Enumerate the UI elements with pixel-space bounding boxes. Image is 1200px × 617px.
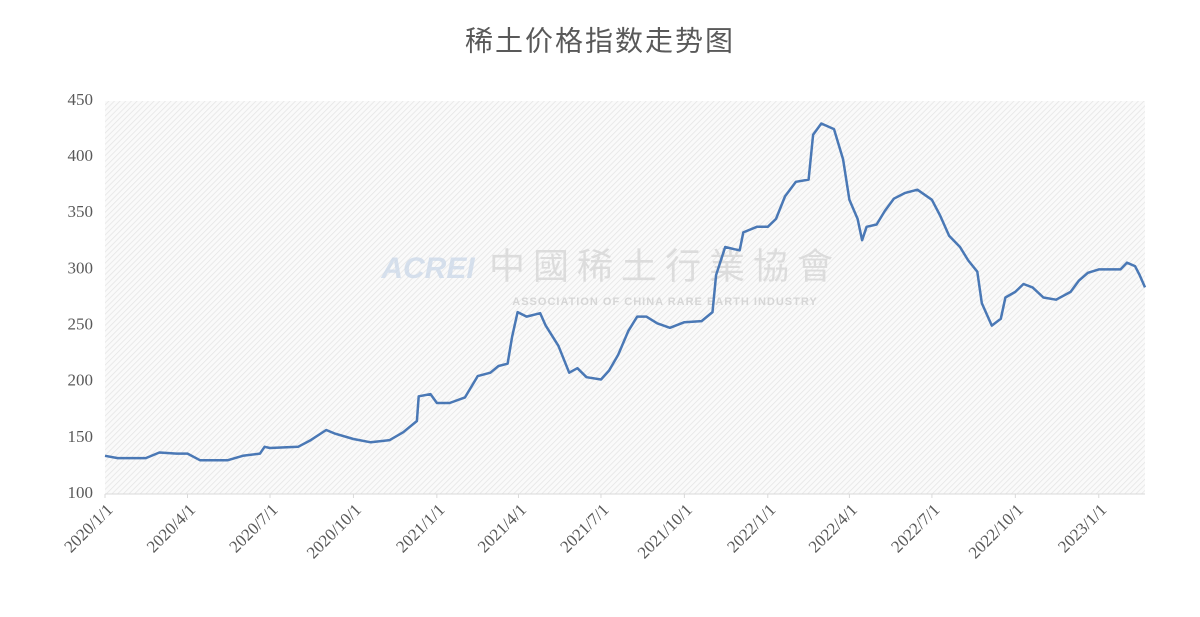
x-tick-label: 2022/1/1 — [723, 500, 779, 556]
x-tick-label: 2021/7/1 — [556, 500, 612, 556]
x-tick-label: 2020/10/1 — [303, 500, 365, 562]
x-tick-label: 2022/10/1 — [965, 500, 1027, 562]
line-series — [104, 122, 1147, 462]
watermark-logo: ACREI — [380, 252, 475, 285]
plot-area — [105, 101, 1145, 494]
x-tick-label: 2020/1/1 — [60, 500, 116, 556]
x-tick-label: 2023/1/1 — [1054, 500, 1110, 556]
y-tick-label: 400 — [68, 146, 94, 165]
x-tick-label: 2021/10/1 — [634, 500, 696, 562]
y-tick-label: 300 — [68, 258, 94, 277]
y-tick-label: 150 — [68, 427, 94, 446]
x-tick-label: 2022/4/1 — [805, 500, 861, 556]
x-tick-label: 2020/4/1 — [143, 500, 199, 556]
x-tick-label: 2021/1/1 — [392, 500, 448, 556]
y-tick-label: 250 — [68, 314, 94, 333]
x-tick-label: 2020/7/1 — [225, 500, 281, 556]
watermark-subtitle: ASSOCIATION OF CHINA RARE EARTH INDUSTRY — [512, 296, 817, 308]
y-tick-label: 200 — [68, 371, 94, 390]
y-tick-label: 100 — [68, 483, 94, 502]
chart-title: 稀土价格指数走势图 — [465, 25, 735, 57]
y-tick-label: 350 — [68, 202, 94, 221]
x-tick-label: 2021/4/1 — [474, 500, 530, 556]
y-tick-label: 450 — [68, 90, 94, 109]
x-tick-label: 2022/7/1 — [887, 500, 943, 556]
watermark-name: 中國稀土行業協會 — [489, 246, 841, 286]
